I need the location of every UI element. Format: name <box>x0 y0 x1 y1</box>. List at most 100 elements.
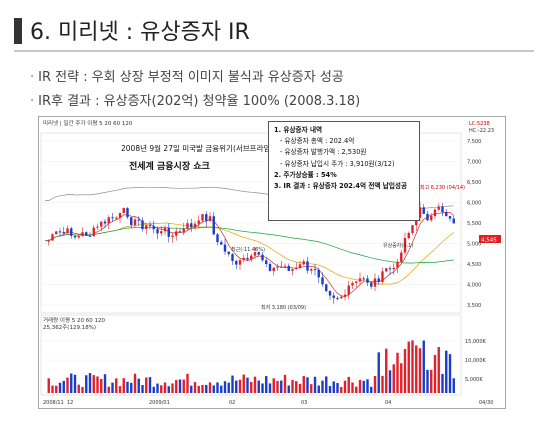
candle-body <box>276 266 279 268</box>
volume-bar <box>306 377 309 393</box>
volume-bar <box>77 384 80 393</box>
candle-body <box>242 257 245 261</box>
volume-axis: 15,000K 10,000K 5,000K <box>41 339 486 383</box>
candle-body <box>96 226 99 228</box>
annotation-high: 최고 6,230 (04/14) <box>420 184 465 191</box>
price-badge-value: 4,545 <box>481 238 497 244</box>
volume-bar <box>242 374 245 393</box>
candle-body <box>246 257 249 260</box>
candle-body <box>328 291 332 296</box>
volume-bars <box>47 340 455 393</box>
candle-body <box>452 218 455 224</box>
candle-body <box>118 213 122 218</box>
candle-body <box>370 282 373 287</box>
bullet-list: · IR 전략 : 우회 상장 부정적 이미지 불식과 유상증자 성공 · IR후 … <box>30 66 360 114</box>
title-divider <box>14 50 534 52</box>
crisis-note: 2008년 9월 27일 미국발 금융위기(서브프라임) <box>121 144 274 153</box>
candle-body <box>332 295 335 298</box>
candle-body <box>66 228 69 234</box>
price-tick-label: 5,500 <box>467 221 481 227</box>
volume-bar <box>51 385 54 393</box>
volume-bar <box>88 373 92 393</box>
volume-bar <box>223 381 227 393</box>
volume-bar <box>216 382 219 393</box>
candle-body <box>137 219 140 221</box>
volume-bar <box>175 380 178 393</box>
candle-body <box>441 206 444 213</box>
moving-average-line <box>45 226 454 264</box>
candle-body <box>235 260 238 265</box>
candle-body <box>392 267 395 270</box>
volume-bar <box>133 373 137 393</box>
candle-body <box>167 228 170 237</box>
info-line: 2. 주가상승률 : 54% <box>274 170 337 179</box>
candle-body <box>325 284 328 292</box>
price-tick-label: 6,500 <box>467 180 481 186</box>
date-label: 12 <box>67 400 73 406</box>
volume-bar <box>433 354 437 393</box>
volume-bar <box>103 374 107 393</box>
candle-body <box>287 265 290 271</box>
candle-body <box>88 235 92 237</box>
volume-bar <box>441 373 444 393</box>
volume-bar <box>193 382 197 393</box>
volume-bar <box>257 380 260 393</box>
volume-bar <box>325 376 328 393</box>
candle-body <box>238 260 242 265</box>
candle-body <box>250 255 253 260</box>
candle-body <box>133 219 137 225</box>
candle-body <box>430 216 433 221</box>
volume-bar <box>370 386 373 393</box>
volume-bar <box>268 383 272 393</box>
candle-body <box>385 268 388 272</box>
candle-body <box>145 225 148 230</box>
volume-bar <box>92 375 95 393</box>
candle-body <box>197 220 200 224</box>
volume-bar <box>58 382 62 393</box>
candle-body <box>302 261 305 265</box>
candle-body <box>70 228 73 236</box>
volume-bar <box>47 378 50 393</box>
volume-bar <box>55 385 58 393</box>
info-line: 1. 유상증자 내역 <box>274 126 323 134</box>
rights-offering-info-box: 1. 유상증자 내역 - 유상증자 총액 : 202.4억 - 유상증자 발행가… <box>268 121 420 221</box>
volume-tick-label: 15,000K <box>465 339 486 345</box>
chart-header-right-bottom: HC:-22.23 <box>469 128 494 134</box>
volume-bar <box>452 378 455 393</box>
candle-body <box>310 269 313 271</box>
volume-bar <box>403 348 407 393</box>
candle-body <box>175 231 178 236</box>
volume-bar <box>351 382 354 393</box>
volume-bar <box>62 380 65 393</box>
volume-bar <box>73 374 77 393</box>
candle-body <box>407 232 410 239</box>
volume-bar <box>178 379 182 393</box>
volume-bar <box>411 340 414 393</box>
candle-body <box>411 225 414 233</box>
page-title: 6. 미리넷 : 유상증자 IR <box>30 20 250 45</box>
volume-bar <box>96 376 99 393</box>
chart-header-left: 미리넷 | 일간 주가 이평 5 20 60 120 <box>43 119 133 127</box>
price-tick-label: 4,500 <box>467 262 481 268</box>
candle-body <box>92 227 95 237</box>
volume-bar <box>246 377 249 393</box>
volume-bar <box>70 373 73 393</box>
candle-body <box>377 278 380 282</box>
price-badge <box>479 235 501 243</box>
candle-body <box>381 271 384 282</box>
volume-bar <box>336 383 339 393</box>
candle-body <box>193 223 197 228</box>
volume-bar <box>430 369 433 393</box>
candle-body <box>291 269 294 271</box>
candle-body <box>163 228 167 232</box>
candle-body <box>62 231 65 234</box>
bullet-ir-result: IR후 결과 : 유상증자(202억) 청약율 100% (2008.3.18) <box>38 94 361 109</box>
volume-bar <box>156 383 159 393</box>
volume-bar <box>171 383 174 393</box>
price-tick-label: 3,500 <box>467 303 481 309</box>
bullet-dot-icon: · <box>30 94 35 109</box>
candle-body <box>351 282 354 286</box>
volume-bar <box>366 379 369 393</box>
volume-bar <box>400 363 403 393</box>
candle-body <box>295 267 298 270</box>
